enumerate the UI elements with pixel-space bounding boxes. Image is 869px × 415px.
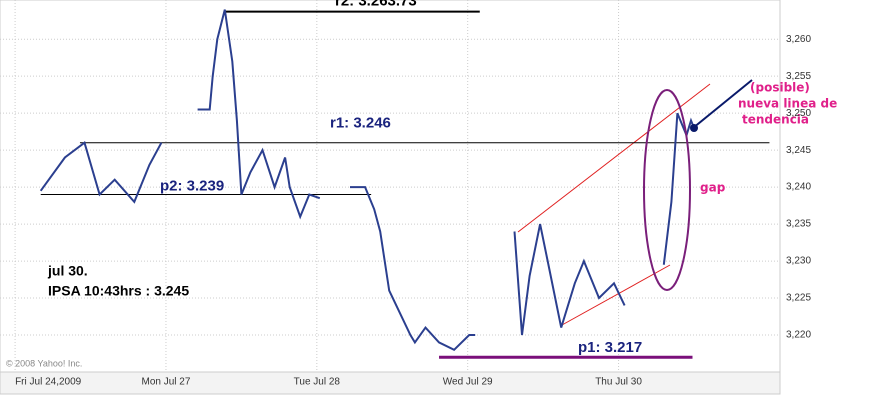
note: jul 30. [47,263,88,279]
arrow [692,79,753,129]
y-tick-label: 3,245 [786,145,811,156]
x-axis-band [0,371,781,395]
arrow-dot [690,124,698,132]
x-tick-label: Mon Jul 27 [141,377,190,388]
copyright: © 2008 Yahoo! Inc. [6,358,82,368]
y-tick-label: 3,260 [786,34,811,45]
trend-line [517,83,711,233]
x-tick-label: Fri Jul 24,2009 [15,377,82,388]
y-tick-label: 3,255 [786,71,811,82]
y-tick-label: 3,230 [786,256,811,267]
y-tick-label: 3,220 [786,330,811,341]
trend-line [561,264,671,326]
comment: (posible) [750,81,810,95]
x-tick-label: Wed Jul 29 [443,377,493,388]
x-tick-label: Thu Jul 30 [595,377,642,388]
level-label: r1: 3.246 [330,115,391,132]
plot-area [0,0,781,373]
level-label: r2: 3.263.73 [335,0,417,10]
level-label: p1: 3.217 [578,339,642,356]
gap-ellipse [643,89,691,291]
price-line [39,9,695,352]
y-tick-label: 3,240 [786,182,811,193]
gap-label: gap [700,181,726,195]
level-label: p2: 3.239 [160,177,224,194]
y-tick-label: 3,250 [786,108,811,119]
x-tick-label: Tue Jul 28 [294,377,341,388]
y-tick-label: 3,225 [786,293,811,304]
y-tick-label: 3,235 [786,219,811,230]
note: IPSA 10:43hrs : 3.245 [48,283,189,299]
comment: nueva linea de [738,97,837,111]
comment: tendencia [742,113,809,127]
